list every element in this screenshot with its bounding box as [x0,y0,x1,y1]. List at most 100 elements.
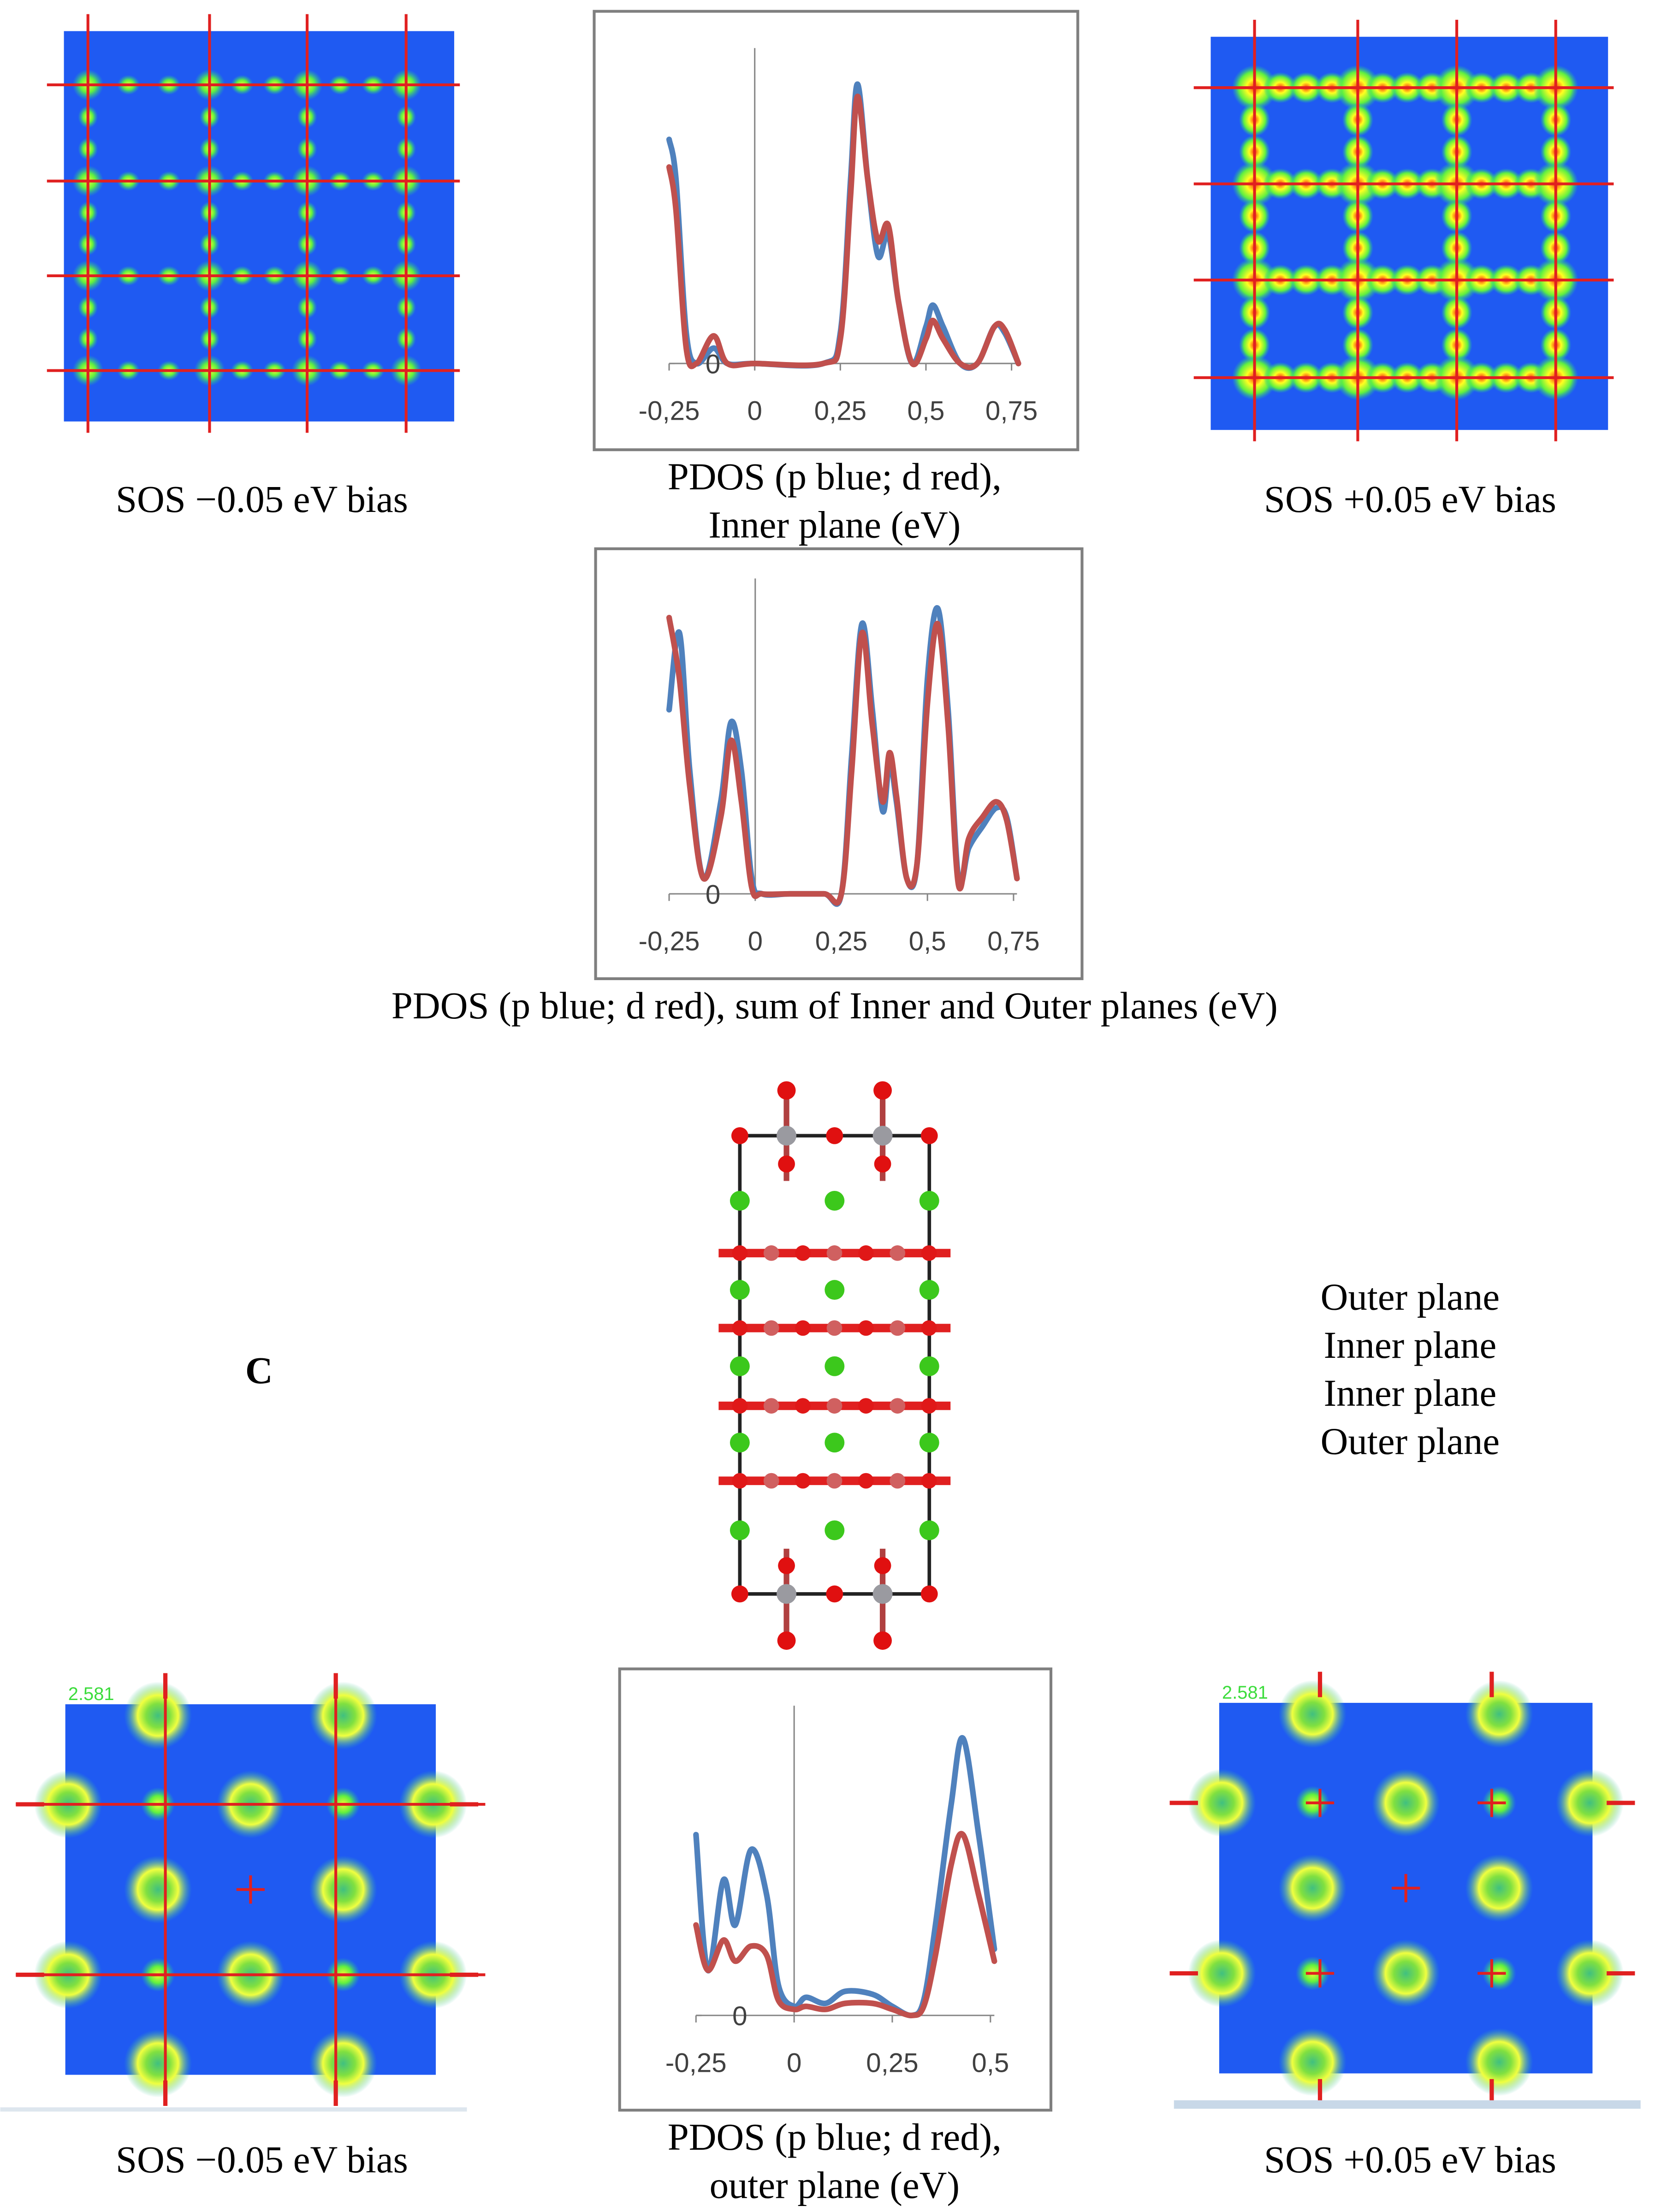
pdos-line [666,615,1020,906]
atom [730,1356,750,1376]
atom [874,1155,891,1173]
atom [921,1245,937,1261]
x-tick-label: 0,75 [987,927,1039,957]
map-toolbar [0,2107,467,2112]
atom [920,1585,938,1603]
atom [732,1398,748,1414]
map-background [64,31,454,422]
atom [778,1557,795,1575]
atom [731,1585,748,1603]
atom [920,1127,938,1144]
atom [826,1585,843,1603]
map-blob [1465,1854,1533,1922]
atom [919,1433,939,1453]
x-tick-label: 0,5 [972,2048,1009,2078]
atom [890,1473,906,1489]
y-tick-label: 0 [732,2001,747,2031]
atom [730,1433,750,1453]
chart-caption: Inner plane (eV) [708,503,961,546]
plane-label: Outer plane [1321,1420,1500,1462]
map-blob [309,1855,377,1924]
map-label: 2.581 [1222,1683,1268,1703]
atom [919,1190,939,1211]
chart-caption: PDOS (p blue; d red), [668,455,1002,498]
map-blob [1465,1680,1533,1748]
atom [795,1245,811,1261]
atom [730,1280,750,1300]
atom [874,1557,891,1575]
x-tick-label: -0,25 [639,396,700,426]
atom [778,1155,795,1173]
atom [858,1398,874,1414]
chart-caption: PDOS (p blue; d red), sum of Inner and O… [392,984,1278,1027]
map-blob [1188,1939,1256,2008]
chart-caption: outer plane (eV) [710,2164,960,2206]
atom [825,1190,845,1211]
map-blob [1555,1769,1624,1837]
x-tick-label: -0,25 [665,2048,727,2078]
panel-label: C [245,1349,273,1391]
atom [890,1398,906,1414]
atom [825,1520,845,1540]
x-tick-label: 0 [747,396,762,426]
atom [858,1473,874,1489]
atom [763,1245,779,1261]
atom [872,1584,893,1604]
sos-map [47,14,460,433]
atom [921,1320,937,1336]
map-blob [309,2029,377,2098]
atom [732,1473,748,1489]
crystal-structure [718,1081,951,1650]
map-toolbar [1174,2100,1641,2109]
atom [763,1473,779,1489]
atom [826,1398,842,1414]
map-blob [124,1682,192,1750]
x-tick-label: 0,75 [985,396,1038,426]
atom [919,1280,939,1300]
atom [825,1433,845,1453]
atom [763,1320,779,1336]
atom [731,1127,748,1144]
map-blob [309,1682,377,1750]
x-tick-label: -0,25 [639,927,700,957]
plane-label: Inner plane [1324,1324,1497,1366]
x-tick-label: 0,5 [907,396,944,426]
map-blob [1188,1769,1256,1837]
map-blob [1555,1939,1624,2008]
atom [858,1320,874,1336]
atom [919,1356,939,1376]
chart-caption: PDOS (p blue; d red), [668,2116,1002,2158]
atom [825,1356,845,1376]
atom [777,1125,797,1146]
pdos-line [666,94,1021,370]
sos-map: 2.581 [16,1673,486,2106]
chart-frame [594,547,1084,981]
atom [732,1320,748,1336]
pdos-line [693,1831,997,2018]
atom [890,1245,906,1261]
pdos-line [693,1735,997,2018]
atom [795,1473,811,1489]
sos-map: 2.581 [1169,1671,1635,2105]
atom [826,1245,842,1261]
atom [826,1473,842,1489]
map-blob [1278,1854,1347,1922]
atom [777,1584,797,1604]
atom [795,1398,811,1414]
map-caption: SOS +0.05 eV bias [1264,2138,1556,2181]
map-blob [1372,1769,1440,1837]
map-caption: SOS +0.05 eV bias [1264,478,1556,520]
atom [730,1190,750,1211]
atom [730,1520,750,1540]
chart-frame [593,10,1080,452]
x-tick-label: 0 [787,2048,801,2078]
x-tick-label: 0,5 [909,927,946,957]
atom [763,1398,779,1414]
x-tick-label: 0,25 [866,2048,918,2078]
atom [872,1125,893,1146]
sos-map [1193,19,1614,441]
map-blob [124,1855,192,1924]
map-caption: SOS −0.05 eV bias [116,2138,408,2181]
atom [777,1631,796,1650]
